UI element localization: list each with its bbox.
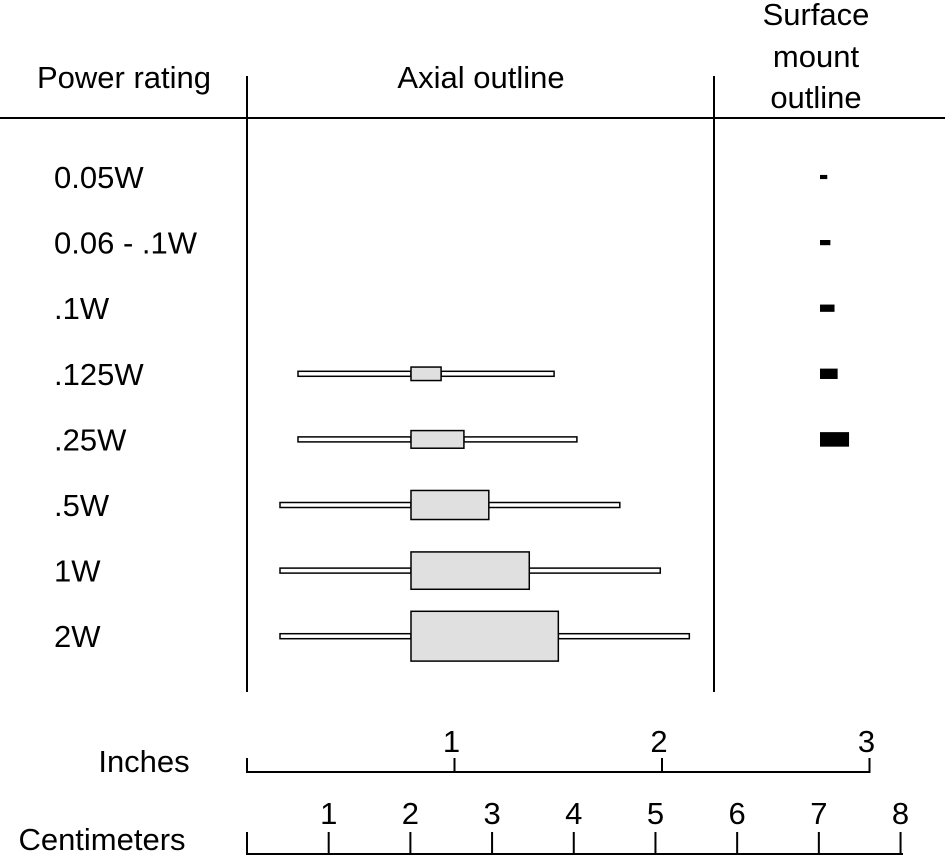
- inches-tick-label: 2: [650, 724, 667, 759]
- row-2: .1W: [54, 291, 835, 326]
- axial-lead-left: [279, 501, 412, 509]
- row-4: .25W: [54, 422, 850, 457]
- axial-body: [410, 551, 531, 591]
- centimeters-tick-label: 6: [729, 796, 746, 831]
- row-6: 1W: [54, 551, 662, 591]
- header-smd-line1: Surface: [763, 0, 870, 32]
- power-rating-label: .125W: [54, 357, 144, 392]
- centimeters-label: Centimeters: [18, 822, 185, 857]
- power-rating-label: .5W: [54, 488, 110, 523]
- smd-pad: [820, 240, 831, 246]
- smd-pad: [820, 174, 828, 180]
- axial-body: [410, 610, 560, 662]
- inches-tick-label: 3: [858, 724, 875, 759]
- power-rating-label: 0.05W: [54, 160, 144, 195]
- axial-lead-left: [279, 632, 412, 640]
- centimeters-tick-label: 4: [565, 796, 582, 831]
- axial-lead-right: [557, 632, 691, 640]
- row-0: 0.05W: [54, 160, 828, 195]
- header-axial-outline: Axial outline: [397, 60, 564, 95]
- power-rating-label: 2W: [54, 619, 101, 654]
- power-rating-label: 1W: [54, 554, 101, 589]
- centimeters-tick-label: 1: [320, 796, 337, 831]
- centimeters-scale: Centimeters 1 2 3 4 5 6 7 8: [18, 796, 909, 857]
- axial-body: [410, 489, 490, 521]
- power-rating-label: 0.06 - .1W: [54, 226, 198, 261]
- row-3: .125W: [54, 357, 838, 392]
- row-1: 0.06 - .1W: [54, 226, 831, 261]
- centimeters-tick-label: 2: [402, 796, 419, 831]
- centimeters-tick-label: 5: [647, 796, 664, 831]
- inches-scale: Inches 1 2 3: [98, 724, 875, 779]
- header-smd-line2: mount: [773, 39, 860, 74]
- header-smd-line3: outline: [770, 80, 861, 115]
- smd-pad: [820, 304, 835, 312]
- axial-body: [410, 366, 442, 382]
- inches-label: Inches: [98, 744, 189, 779]
- smd-pad: [820, 368, 838, 379]
- header-power-rating: Power rating: [37, 60, 211, 95]
- centimeters-tick-label: 3: [483, 796, 500, 831]
- axial-lead-right: [488, 501, 621, 509]
- axial-lead-left: [297, 436, 412, 443]
- axial-lead-right: [463, 436, 578, 443]
- row-5: .5W: [54, 488, 621, 523]
- power-rating-label: .1W: [54, 291, 110, 326]
- power-rating-label: .25W: [54, 422, 127, 457]
- inches-tick-label: 1: [443, 724, 460, 759]
- centimeters-tick-label: 8: [892, 796, 909, 831]
- centimeters-tick-label: 7: [810, 796, 827, 831]
- axial-lead-right: [440, 370, 555, 378]
- axial-lead-left: [279, 567, 412, 574]
- row-7: 2W: [54, 610, 691, 662]
- smd-pad: [820, 432, 850, 447]
- rows: 0.05W 0.06 - .1W .1W .125W .25W .5W 1W 2W: [54, 160, 850, 662]
- axial-body: [410, 429, 465, 449]
- axial-lead-left: [297, 370, 412, 378]
- axial-lead-right: [528, 567, 662, 574]
